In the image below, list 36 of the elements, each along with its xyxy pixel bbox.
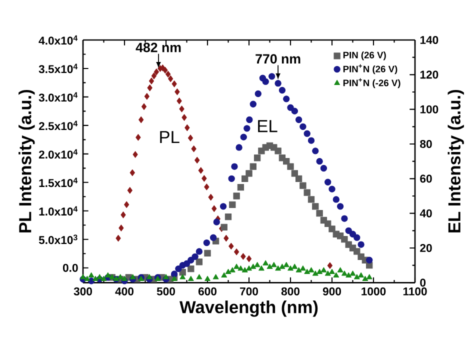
- x-tick-label: 600: [198, 288, 216, 296]
- legend-label: PIN$^{+}$N (26 V): [343, 64, 398, 74]
- y-tick-label: 3.0x10$^{4}$: [38, 92, 78, 102]
- annotation: 482 nm: [136, 42, 181, 52]
- x-tick-label: 900: [322, 288, 341, 296]
- x-tick-label: 500: [156, 288, 175, 296]
- y-tick-label: 2.0x10$^{4}$: [38, 149, 78, 159]
- y2-tick-label: 80: [420, 140, 432, 148]
- annotation: 770 nm: [256, 54, 300, 64]
- y2-tick-label: 40: [420, 209, 432, 218]
- y-tick-label: 5.0x10$^{3}$: [38, 234, 78, 244]
- x-axis-title: Wavelength (nm): [180, 300, 318, 317]
- y-tick-label: 1.0x10$^{4}$: [39, 206, 78, 216]
- annotation: EL: [258, 120, 278, 132]
- x-tick-label: 1000: [362, 288, 386, 296]
- y-axis-title: PL Intensity (a.u.): [18, 90, 35, 233]
- y2-tick-label: 100: [420, 106, 438, 114]
- x-tick-label: 400: [115, 288, 134, 296]
- y-tick-label: 4.0x10$^{4}$: [38, 36, 78, 45]
- y2-tick-label: 140: [420, 36, 438, 44]
- y-tick-label: 2.5x10$^{4}$: [38, 120, 78, 130]
- legend-label: PIN (26 V): [343, 52, 386, 60]
- annotation: PL: [160, 131, 180, 144]
- legend-label: PIN$^{+}$N (-26 V): [343, 78, 400, 88]
- y2-tick-label: 60: [420, 174, 432, 183]
- y2-tick-label: 20: [420, 244, 432, 252]
- x-tick-label: 1100: [403, 288, 427, 296]
- y-tick-label: 1.5x10$^{4}$: [39, 178, 78, 188]
- y-tick-label: 3.5x10$^{4}$: [38, 64, 78, 74]
- y2-tick-label: 120: [420, 70, 438, 79]
- y-tick-label: 0.0: [62, 264, 78, 272]
- y2-axis-title: EL Intensity (a.u.): [448, 90, 464, 233]
- x-tick-label: 300: [74, 288, 92, 296]
- y2-tick-label: 0: [420, 278, 426, 287]
- x-tick-label: 700: [240, 288, 258, 296]
- x-tick-label: 800: [281, 288, 300, 296]
